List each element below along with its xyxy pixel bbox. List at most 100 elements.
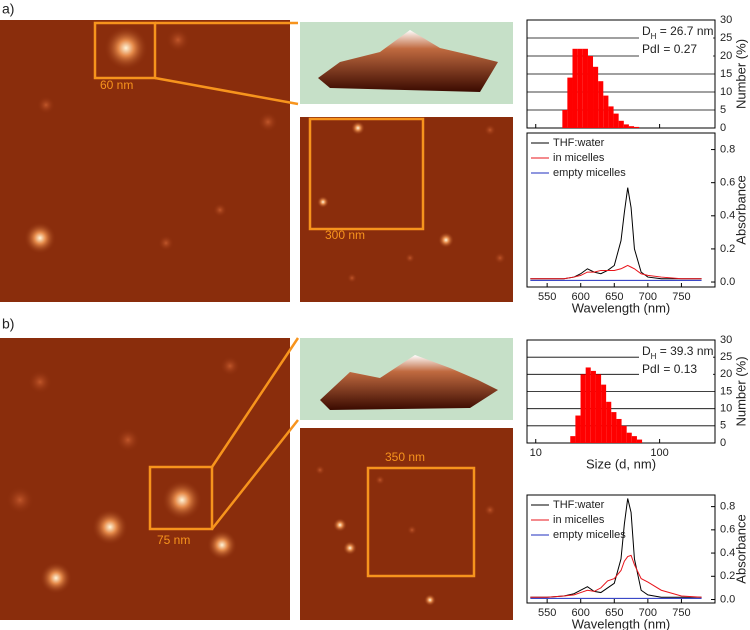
bar xyxy=(628,126,635,128)
y-tick-label: 25 xyxy=(720,32,732,44)
y-tick-label: 0 xyxy=(720,122,726,134)
annotation-part: H xyxy=(651,32,657,41)
y-axis-label: Number (%) xyxy=(733,39,748,109)
x-tick-label: 550 xyxy=(538,291,556,303)
bar xyxy=(567,77,573,128)
bar xyxy=(575,415,581,443)
line xyxy=(530,498,702,598)
legend-label: empty micelles xyxy=(553,167,626,179)
annotation-part: D xyxy=(642,24,651,38)
bar xyxy=(623,124,629,128)
y-tick-label: 0.8 xyxy=(720,143,735,155)
y-tick-label: 0.2 xyxy=(720,570,735,582)
annotation-box xyxy=(639,342,713,378)
x-axis-label: Size (d, nm) xyxy=(586,456,656,471)
bar xyxy=(611,412,617,443)
bar xyxy=(606,401,612,443)
annotation: DH = 39.3 nm xyxy=(642,344,714,360)
annotation: PdI = 0.13 xyxy=(642,362,697,376)
y-tick-label: 0.2 xyxy=(720,243,735,255)
y-tick-label: 10 xyxy=(720,403,732,415)
y-tick-label: 5 xyxy=(720,104,726,116)
scale-label: 350 nm xyxy=(385,450,425,464)
y-tick-label: 0.0 xyxy=(720,276,735,288)
bar xyxy=(618,120,624,128)
y-tick-label: 0.8 xyxy=(720,501,735,513)
chart: 0.0 0.2 0.4 0.6 0.8 550 600 650 700 750Wavelength… xyxy=(526,132,748,315)
scale-label: 60 nm xyxy=(100,78,133,92)
y-tick-label: 15 xyxy=(720,68,732,80)
y-tick-label: 10 xyxy=(720,86,732,98)
annotation-part: = 26.7 nm xyxy=(656,24,713,38)
bar xyxy=(580,374,586,443)
y-tick-label: 0.0 xyxy=(720,593,735,605)
annotation: DH = 26.7 nm xyxy=(642,24,714,40)
bar xyxy=(570,436,576,443)
bar xyxy=(631,436,637,443)
x-tick-label: 550 xyxy=(538,607,556,619)
bar xyxy=(608,106,614,128)
scale-label: 75 nm xyxy=(157,533,190,547)
y-tick-label: 20 xyxy=(720,368,732,380)
y-tick-label: 20 xyxy=(720,50,732,62)
x-tick-label: 650 xyxy=(605,607,623,619)
legend-label: THF:water xyxy=(553,499,605,511)
chart: 0.0 0.2 0.4 0.6 0.8 550 600 650 700 750Wavelength… xyxy=(526,494,748,630)
bar xyxy=(595,374,602,443)
afm-images: a) b) 60 nm 300 nm 75 nm 350 nm xyxy=(0,1,513,620)
y-axis-label: Number (%) xyxy=(733,356,748,426)
x-axis-label: Wavelength (nm) xyxy=(572,616,671,630)
bar xyxy=(577,48,583,128)
annotation-part: D xyxy=(642,344,651,358)
x-tick-label: 700 xyxy=(639,291,657,303)
annotation-part: = 39.3 nm xyxy=(656,344,713,358)
y-tick-label: 0.4 xyxy=(720,210,735,222)
y-axis-label: Absorbance xyxy=(733,175,748,244)
bar xyxy=(636,439,643,443)
line xyxy=(530,554,702,598)
panel-label: a) xyxy=(2,1,14,17)
x-tick-label: 650 xyxy=(605,291,623,303)
bar xyxy=(590,370,596,443)
x-tick-label: 10 xyxy=(530,447,542,459)
bar xyxy=(601,384,607,443)
x-tick-label: 750 xyxy=(672,291,690,303)
annotation-part: H xyxy=(651,352,657,361)
y-tick-label: 5 xyxy=(720,420,726,432)
x-tick-label: 750 xyxy=(672,607,690,619)
bar xyxy=(587,56,594,128)
y-axis-label: Absorbance xyxy=(733,514,748,583)
bar xyxy=(593,66,599,128)
y-tick-label: 30 xyxy=(720,14,732,26)
x-tick-label: 600 xyxy=(572,607,590,619)
x-axis-label: Wavelength (nm) xyxy=(572,300,671,315)
y-tick-label: 25 xyxy=(720,351,732,363)
x-tick-label: 100 xyxy=(650,447,668,459)
bar xyxy=(616,418,622,443)
bar xyxy=(582,48,588,128)
y-tick-label: 0.6 xyxy=(720,524,735,536)
y-tick-label: 0.4 xyxy=(720,547,735,559)
bar xyxy=(585,367,591,443)
scale-label: 300 nm xyxy=(325,228,365,242)
bar xyxy=(598,81,604,128)
y-tick-label: 15 xyxy=(720,385,732,397)
legend-label: empty micelles xyxy=(553,529,626,541)
x-tick-label: 700 xyxy=(639,607,657,619)
y-tick-label: 0.6 xyxy=(720,177,735,189)
plot-area xyxy=(526,132,716,288)
bar xyxy=(613,113,619,128)
legend-label: in micelles xyxy=(553,152,605,164)
bar xyxy=(603,95,609,128)
line xyxy=(530,264,702,280)
bar xyxy=(572,48,578,128)
bar xyxy=(626,432,632,443)
plot-area xyxy=(526,494,716,604)
panel-label: b) xyxy=(2,316,14,332)
bar xyxy=(621,425,627,443)
annotation-box xyxy=(639,22,713,58)
